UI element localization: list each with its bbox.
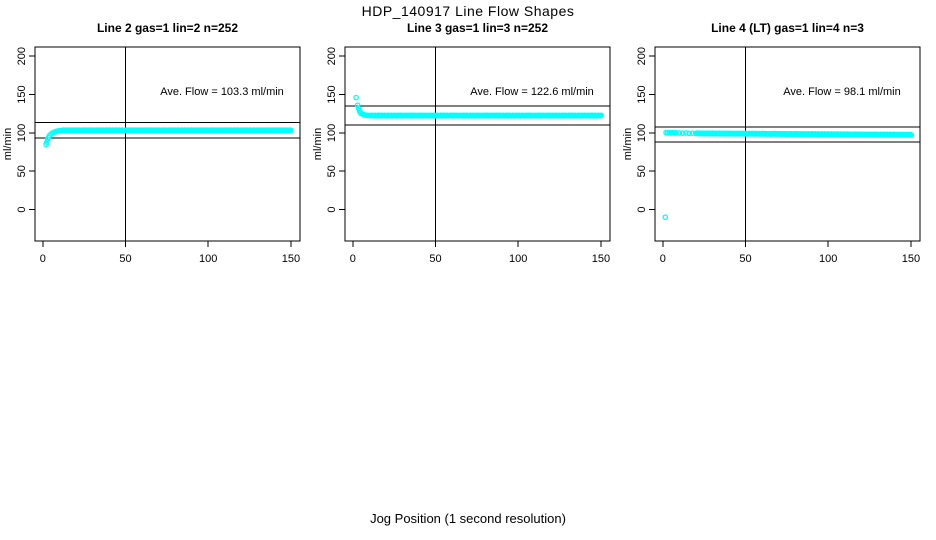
data-point — [353, 94, 359, 101]
y-tick-label: 0 — [16, 207, 28, 213]
data-point — [673, 130, 679, 136]
y-tick-label: 100 — [326, 124, 338, 142]
x-tick-label: 50 — [739, 253, 751, 265]
y-tick-label: 50 — [636, 165, 648, 177]
y-tick-label: 200 — [636, 47, 648, 65]
y-tick-label: 0 — [326, 207, 338, 213]
panel-box — [654, 46, 921, 242]
data-point — [662, 214, 669, 221]
x-tick-label: 0 — [40, 253, 46, 265]
data-point — [683, 130, 689, 136]
x-tick-label: 150 — [592, 253, 610, 265]
panel-3-ave-flow-annotation: Ave. Flow = 98.1 ml/min — [783, 86, 901, 98]
panel-1-ave-flow-annotation: Ave. Flow = 103.3 ml/min — [160, 86, 284, 98]
x-tick-label: 150 — [282, 253, 300, 265]
x-tick-label: 100 — [199, 253, 217, 265]
x-tick-label: 100 — [819, 253, 837, 265]
y-tick-label: 50 — [326, 165, 338, 177]
panel-1: 0 50 100 150 0 50 100 150 200 — [16, 46, 301, 265]
data-points — [43, 127, 294, 148]
data-point — [44, 139, 50, 145]
x-tick-label: 100 — [509, 253, 527, 265]
panel-box — [344, 46, 611, 242]
panel-1-y-axis-label: ml/min — [2, 127, 14, 161]
y-tick-label: 150 — [636, 85, 648, 103]
panel-3-title: Line 4 (LT) gas=1 lin=4 n=3 — [711, 21, 864, 35]
x-tick-label: 0 — [660, 253, 666, 265]
data-point — [686, 130, 693, 137]
y-tick-label: 50 — [16, 165, 28, 177]
x-tick-label: 50 — [119, 253, 131, 265]
panel-2: 0 50 100 150 0 50 100 150 200 — [326, 46, 611, 265]
x-tick-label: 150 — [902, 253, 920, 265]
panel-2-title: Line 3 gas=1 lin=3 n=252 — [406, 21, 549, 35]
data-point — [288, 127, 294, 134]
y-tick-label: 150 — [16, 85, 28, 103]
data-point — [598, 112, 605, 119]
y-tick-label: 200 — [16, 47, 28, 65]
y-tick-label: 150 — [326, 85, 338, 103]
y-tick-label: 200 — [326, 47, 338, 65]
data-point — [679, 130, 686, 137]
figure-title: HDP_140917 Line Flow Shapes — [361, 3, 575, 19]
panel-1-title: Line 2 gas=1 lin=2 n=252 — [96, 21, 239, 35]
x-tick-label: 0 — [350, 253, 356, 265]
panel-2-y-axis-label: ml/min — [312, 127, 324, 161]
panel-3-y-axis-label: ml/min — [622, 127, 634, 161]
panel-3: 0 50 100 150 0 50 100 150 200 — [636, 46, 921, 265]
y-tick-label: 0 — [636, 207, 648, 213]
data-points — [662, 129, 915, 221]
data-point — [908, 132, 915, 138]
x-axis-label: Jog Position (1 second resolution) — [370, 511, 566, 526]
panel-2-ave-flow-annotation: Ave. Flow = 122.6 ml/min — [470, 86, 594, 98]
y-tick-label: 100 — [636, 124, 648, 142]
panel-box — [34, 46, 301, 242]
data-point — [676, 130, 683, 136]
data-point — [354, 102, 361, 109]
data-points — [353, 94, 605, 119]
x-tick-label: 50 — [429, 253, 441, 265]
y-tick-label: 100 — [16, 124, 28, 142]
